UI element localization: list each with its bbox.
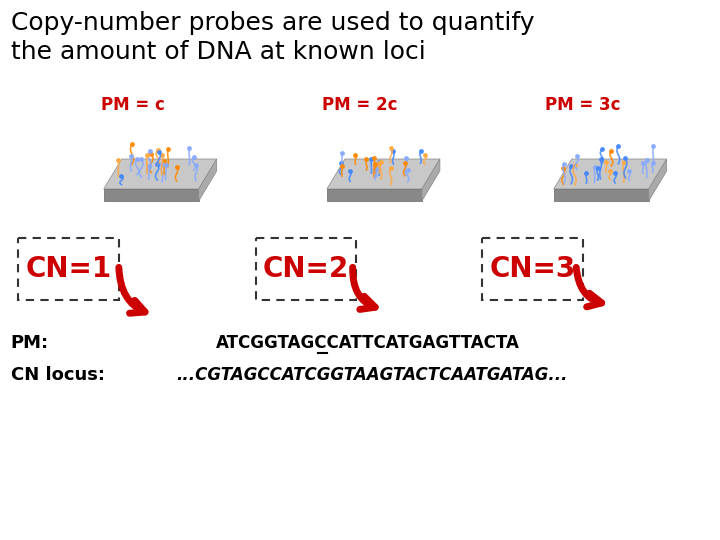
Polygon shape <box>104 159 217 189</box>
Polygon shape <box>649 159 667 201</box>
Text: CN=2: CN=2 <box>263 255 349 282</box>
Text: PM = c: PM = c <box>102 96 165 114</box>
Text: ...CGTAGCCATCGGTAAGTACTCAATGATAG...: ...CGTAGCCATCGGTAAGTACTCAATGATAG... <box>176 366 568 384</box>
Bar <box>256 238 356 300</box>
Text: PM:: PM: <box>11 334 49 352</box>
Text: PM = 2c: PM = 2c <box>323 96 397 114</box>
Polygon shape <box>327 159 440 189</box>
Polygon shape <box>104 189 199 201</box>
Polygon shape <box>199 159 217 201</box>
Text: PM = 3c: PM = 3c <box>546 96 621 114</box>
Polygon shape <box>554 159 667 189</box>
Bar <box>18 238 119 300</box>
Polygon shape <box>554 189 649 201</box>
Polygon shape <box>422 159 440 201</box>
Bar <box>482 238 583 300</box>
Text: Copy-number probes are used to quantify
the amount of DNA at known loci: Copy-number probes are used to quantify … <box>11 11 534 64</box>
Text: CN locus:: CN locus: <box>11 366 105 384</box>
Text: CN=3: CN=3 <box>490 255 576 282</box>
Polygon shape <box>327 189 422 201</box>
Text: ATCGGTAGCCATTCATGAGTTACTA: ATCGGTAGCCATTCATGAGTTACTA <box>216 334 520 352</box>
Text: CN=1: CN=1 <box>25 255 112 282</box>
